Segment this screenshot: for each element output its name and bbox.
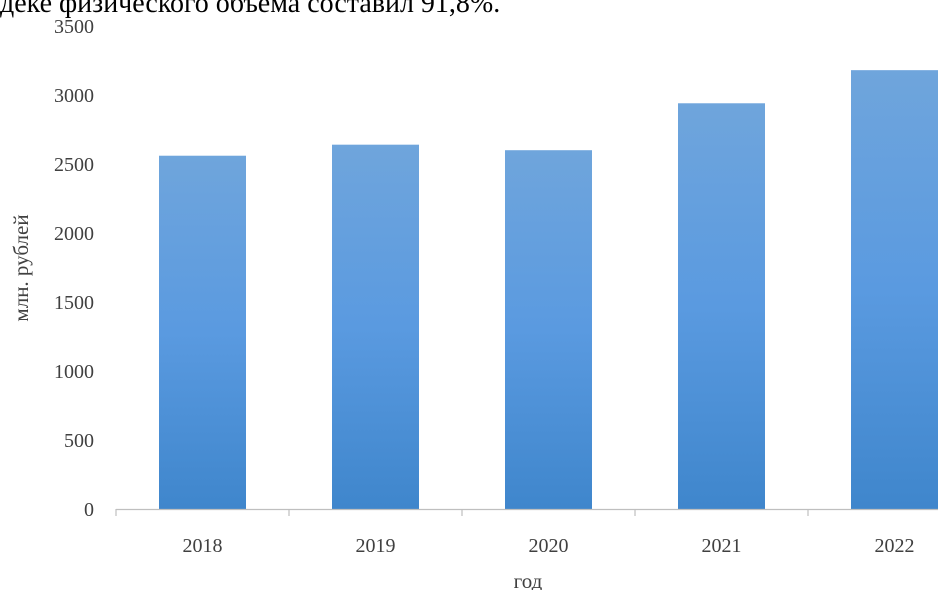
x-tick-label: 2020 bbox=[529, 535, 569, 557]
x-tick-label: 2019 bbox=[356, 535, 396, 557]
bar-2022 bbox=[851, 70, 938, 509]
bars-group bbox=[159, 70, 938, 509]
y-tick-label: 2000 bbox=[54, 223, 94, 245]
bar-2021 bbox=[678, 103, 765, 509]
y-tick-label: 2500 bbox=[54, 154, 94, 176]
y-axis-title: млн. рублей bbox=[9, 214, 33, 321]
y-tick-label: 3500 bbox=[54, 16, 94, 38]
y-tick-label: 1500 bbox=[54, 292, 94, 314]
x-tick-label: 2018 bbox=[183, 535, 223, 557]
context-text: деке физического объема составил 91,8%. bbox=[0, 0, 501, 19]
y-tick-label: 3000 bbox=[54, 85, 94, 107]
axes-group bbox=[115, 508, 938, 516]
bar-2020 bbox=[505, 150, 592, 509]
y-tick-label: 1000 bbox=[54, 361, 94, 383]
y-tick-label: 500 bbox=[64, 430, 94, 452]
x-tick-label: 2021 bbox=[702, 535, 742, 557]
labels-group: 0 500 1000 1500 2000 2500 3000 3500 2018 2019 2020… bbox=[9, 16, 915, 590]
y-tick-label: 0 bbox=[84, 499, 94, 521]
x-tick-label: 2022 bbox=[875, 535, 915, 557]
bar-2018 bbox=[159, 155, 246, 509]
bar-2019 bbox=[332, 144, 419, 509]
x-axis-title: год bbox=[514, 569, 543, 590]
